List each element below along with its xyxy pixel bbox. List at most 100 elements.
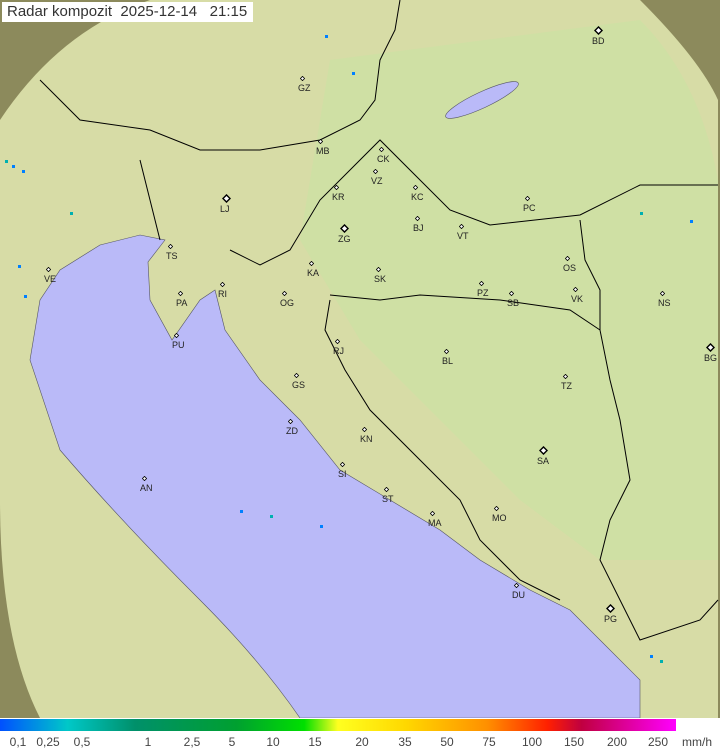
city-marker-icon bbox=[509, 291, 514, 296]
scale-tick: 150 bbox=[563, 735, 585, 749]
city-zd: ZD bbox=[286, 419, 298, 436]
city-marker-icon bbox=[413, 185, 418, 190]
city-label: BG bbox=[704, 353, 718, 363]
city-marker-icon bbox=[340, 462, 345, 467]
city-pu: PU bbox=[172, 333, 185, 350]
adriatic-sea bbox=[29, 234, 641, 718]
city-marker-icon bbox=[606, 604, 615, 613]
city-tz: TZ bbox=[561, 374, 572, 391]
city-marker-icon bbox=[494, 506, 499, 511]
city-kn: KN bbox=[360, 427, 373, 444]
city-vk: VK bbox=[571, 287, 583, 304]
city-pg: PG bbox=[604, 604, 617, 624]
city-label: PU bbox=[172, 340, 185, 350]
city-marker-icon bbox=[539, 446, 548, 455]
scale-tick: 100 bbox=[521, 735, 543, 749]
scale-tick: 0,25 bbox=[36, 735, 60, 749]
city-ts: TS bbox=[166, 244, 178, 261]
city-marker-icon bbox=[294, 373, 299, 378]
city-zg: ZG bbox=[338, 224, 351, 244]
city-ck: CK bbox=[377, 147, 390, 164]
rain-echo bbox=[660, 660, 663, 663]
city-label: ST bbox=[382, 494, 394, 504]
scale-tick: 250 bbox=[647, 735, 669, 749]
city-label: SB bbox=[507, 298, 520, 308]
city-label: CK bbox=[377, 154, 390, 164]
city-marker-icon bbox=[288, 419, 293, 424]
rain-echo bbox=[70, 212, 73, 215]
city-marker-icon bbox=[300, 76, 305, 81]
city-marker-icon bbox=[178, 291, 183, 296]
rain-echo bbox=[5, 160, 8, 163]
scale-unit: mm/h bbox=[682, 735, 712, 749]
title-date: 2025-12-14 bbox=[120, 3, 198, 20]
city-marker-icon bbox=[220, 282, 225, 287]
city-marker-icon bbox=[573, 287, 578, 292]
city-label: RI bbox=[218, 289, 227, 299]
city-marker-icon bbox=[142, 476, 147, 481]
city-marker-icon bbox=[222, 194, 231, 203]
city-marker-icon bbox=[565, 256, 570, 261]
city-label: OS bbox=[563, 263, 577, 273]
city-lj: LJ bbox=[220, 194, 231, 214]
city-marker-icon bbox=[415, 216, 420, 221]
city-label: LJ bbox=[220, 204, 230, 214]
city-label: SA bbox=[537, 456, 550, 466]
rain-echo bbox=[352, 72, 355, 75]
city-label: RJ bbox=[333, 346, 344, 356]
land-east bbox=[300, 20, 718, 560]
city-marker-icon bbox=[362, 427, 367, 432]
city-label: MO bbox=[492, 513, 507, 523]
scale-tick: 75 bbox=[482, 735, 496, 749]
rain-echo bbox=[690, 220, 693, 223]
city-an: AN bbox=[140, 476, 153, 493]
city-marker-icon bbox=[174, 333, 179, 338]
rain-echo bbox=[320, 525, 323, 528]
city-vz: VZ bbox=[371, 169, 383, 186]
city-label: MB bbox=[316, 146, 330, 156]
city-label: MA bbox=[428, 518, 442, 528]
city-st: ST bbox=[382, 487, 394, 504]
city-label: BD bbox=[592, 36, 605, 46]
city-marker-icon bbox=[563, 374, 568, 379]
city-label: GZ bbox=[298, 83, 311, 93]
title-time: 21:15 bbox=[209, 3, 248, 20]
scale-tick: 10 bbox=[266, 735, 280, 749]
city-marker-icon bbox=[376, 267, 381, 272]
scale-tick: 15 bbox=[308, 735, 322, 749]
city-kr: KR bbox=[332, 185, 345, 202]
city-marker-icon bbox=[318, 139, 323, 144]
city-pc: PC bbox=[523, 196, 536, 213]
city-vt: VT bbox=[457, 224, 469, 241]
city-ma: MA bbox=[428, 511, 442, 528]
rain-echo bbox=[22, 170, 25, 173]
city-marker-icon bbox=[444, 349, 449, 354]
city-si: SI bbox=[338, 462, 347, 479]
rain-echo bbox=[650, 655, 653, 658]
rain-echo bbox=[12, 165, 15, 168]
city-label: PG bbox=[604, 614, 618, 624]
city-sk: SK bbox=[374, 267, 386, 284]
radar-map[interactable] bbox=[0, 0, 720, 718]
rain-echo bbox=[24, 295, 27, 298]
city-marker-icon bbox=[309, 261, 314, 266]
city-label: KC bbox=[411, 192, 424, 202]
city-marker-icon bbox=[168, 244, 173, 249]
city-pa: PA bbox=[176, 291, 187, 308]
city-gs: GS bbox=[292, 373, 305, 390]
city-rj: RJ bbox=[333, 339, 344, 356]
city-marker-icon bbox=[340, 224, 349, 233]
city-marker-icon bbox=[335, 339, 340, 344]
city-label: ZG bbox=[338, 234, 351, 244]
city-mb: MB bbox=[316, 139, 330, 156]
city-ns: NS bbox=[658, 291, 671, 308]
country-borders bbox=[39, 0, 719, 641]
city-marker-icon bbox=[660, 291, 665, 296]
scale-tick: 35 bbox=[398, 735, 412, 749]
city-label: OG bbox=[280, 298, 295, 308]
city-label: NS bbox=[658, 298, 671, 308]
scale-tick: 50 bbox=[440, 735, 454, 749]
scale-tick: 0,5 bbox=[73, 735, 91, 749]
city-label: BJ bbox=[413, 223, 424, 233]
city-label: AN bbox=[140, 483, 153, 493]
